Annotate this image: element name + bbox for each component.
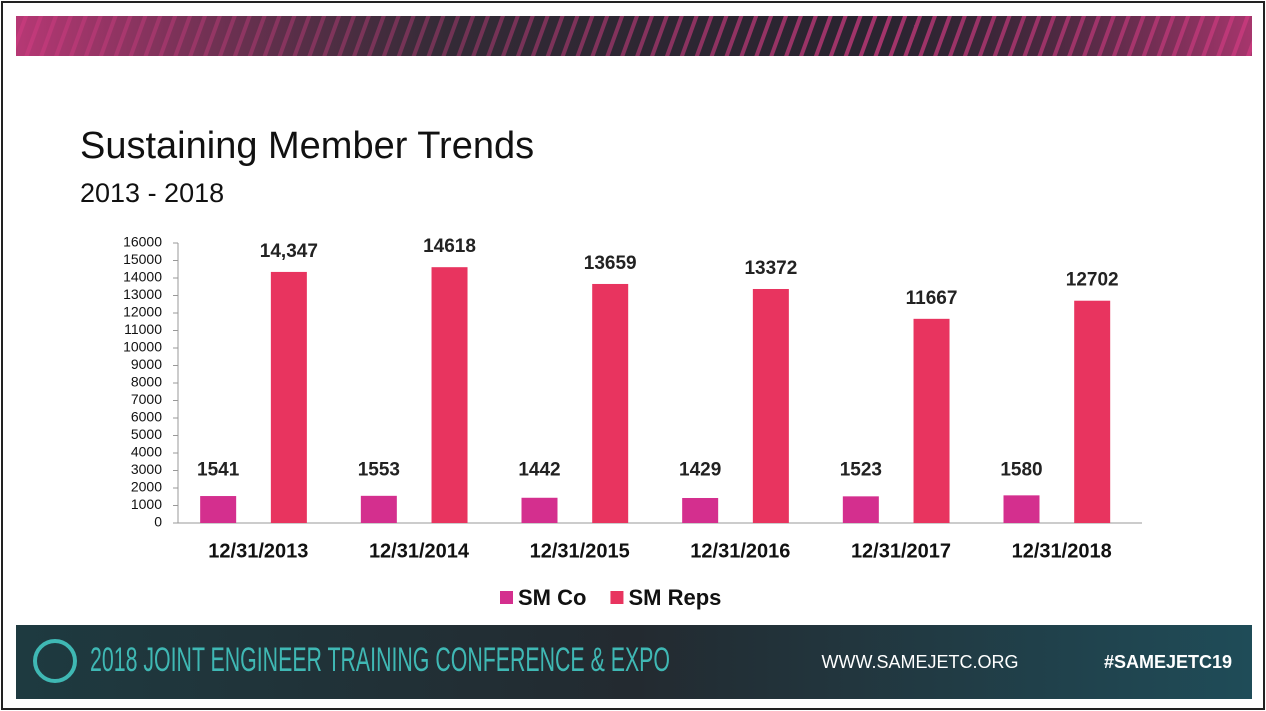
footer-website: WWW.SAMEJETC.ORG [822,652,1019,672]
data-label: 14618 [423,236,476,257]
legend-label: SM Co [518,585,586,610]
y-tick-label: 12000 [123,304,162,320]
y-tick-label: 7000 [131,391,162,407]
bar [431,267,468,523]
y-tick-label: 5000 [131,426,162,442]
data-label: 13372 [744,258,797,279]
y-tick-label: 16000 [123,234,162,250]
x-tick-label: 12/31/2015 [530,540,630,562]
y-tick-label: 14000 [123,269,162,285]
x-tick-label: 12/31/2013 [208,540,308,562]
bar [200,496,237,523]
data-label: 1541 [197,460,240,481]
y-tick-label: 9000 [131,356,162,372]
data-label: 11667 [906,288,958,309]
chart-subtitle: 2013 - 2018 [80,178,224,208]
y-tick-label: 2000 [131,479,162,495]
y-tick-label: 15000 [123,251,162,267]
bar [842,496,879,523]
data-label: 1580 [1000,460,1042,481]
bar [592,283,629,523]
x-tick-label: 12/31/2016 [690,540,790,562]
x-tick-label: 12/31/2017 [851,540,951,562]
data-label: 1553 [358,460,400,481]
bar [1074,300,1111,523]
logo [33,639,77,683]
y-tick-label: 10000 [123,339,162,355]
y-tick-label: 0 [154,514,162,530]
y-tick-label: 6000 [131,409,162,425]
footer-hashtag: #SAMEJETC19 [1104,652,1232,672]
footer-conference: 2018 JOINT ENGINEER TRAINING CONFERENCE … [90,641,670,679]
x-tick-label: 12/31/2014 [369,540,470,562]
y-tick-label: 4000 [131,444,162,460]
data-label: 1523 [840,460,882,481]
legend-label: SM Reps [628,585,721,610]
data-label: 1429 [679,460,721,481]
bar [360,495,397,523]
legend-swatch [610,591,624,604]
bar [270,271,307,523]
x-tick-label: 12/31/2018 [1012,540,1112,562]
bar [682,497,719,523]
data-label: 1442 [518,460,560,481]
legend-swatch [500,591,513,604]
footer-banner [16,625,1252,699]
bar [521,497,558,523]
bar [752,288,789,523]
bar [1003,495,1040,523]
data-label: 13659 [584,253,637,274]
data-label: 14,347 [260,241,318,262]
bar [913,318,950,523]
y-tick-label: 13000 [123,286,162,302]
y-tick-label: 3000 [131,461,162,477]
y-tick-label: 8000 [131,374,162,390]
y-tick-label: 11000 [124,321,162,337]
y-tick-label: 1000 [131,496,162,512]
data-label: 12702 [1066,270,1119,291]
top-banner-overlay [16,16,1252,56]
chart-title: Sustaining Member Trends [80,125,534,167]
